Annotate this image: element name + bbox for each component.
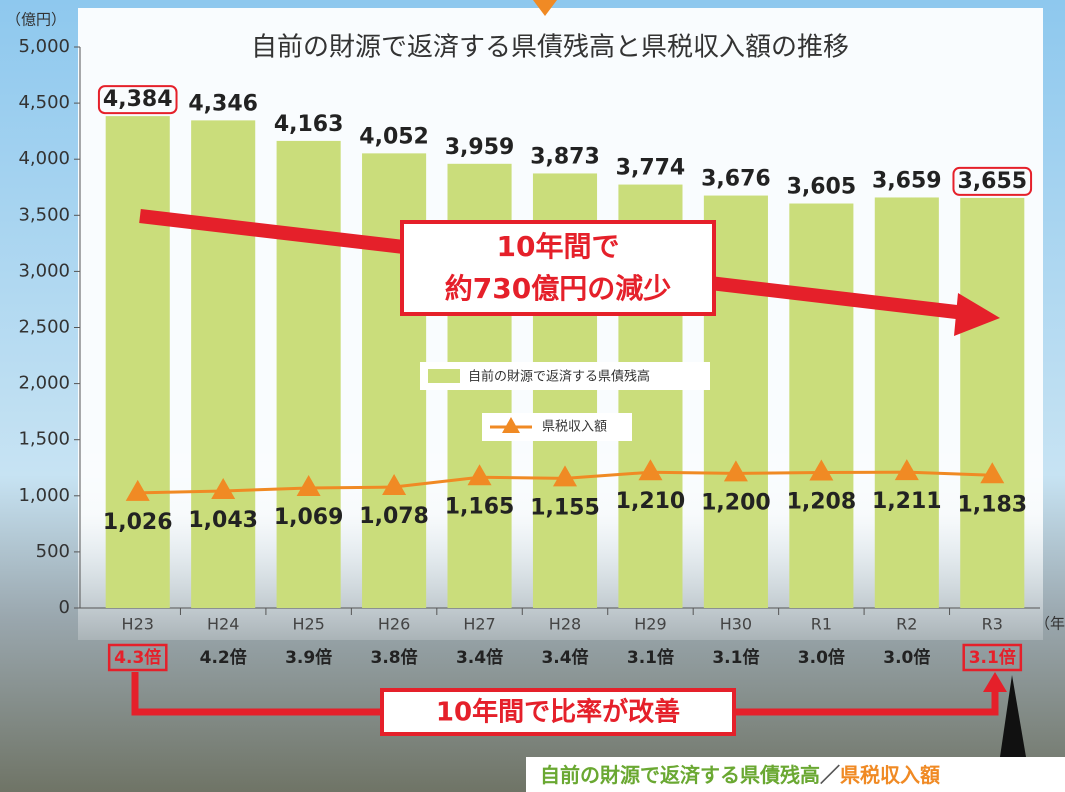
x-tick-label: H28 bbox=[549, 615, 581, 634]
bar bbox=[191, 120, 255, 608]
y-tick-label: 2,500 bbox=[18, 317, 70, 338]
annotation: 約730億円の減少 bbox=[445, 272, 671, 305]
y-tick-label: 0 bbox=[59, 597, 70, 618]
line-value-label: 1,026 bbox=[103, 510, 173, 535]
y-tick-label: 1,000 bbox=[18, 485, 70, 506]
ratio-label: 3.1倍 bbox=[969, 647, 1016, 668]
y-tick-label: 1,500 bbox=[18, 429, 70, 450]
line-value-label: 1,183 bbox=[957, 492, 1027, 517]
ratio-label: 4.3倍 bbox=[114, 647, 161, 668]
line-value-label: 1,210 bbox=[616, 489, 686, 514]
x-tick-label: R2 bbox=[896, 615, 917, 634]
bar-value-label: 3,774 bbox=[616, 156, 686, 181]
y-axis-unit: （億円） bbox=[6, 11, 66, 29]
y-tick-label: 500 bbox=[36, 541, 70, 562]
ratio-label: 4.2倍 bbox=[200, 647, 247, 668]
line-value-label: 1,155 bbox=[530, 495, 600, 520]
line-value-label: 1,069 bbox=[274, 505, 344, 530]
x-tick-label: H26 bbox=[378, 615, 410, 634]
x-axis-unit: （年度） bbox=[1035, 615, 1065, 633]
chart-title: 自前の財源で返済する県債残高と県税収入額の推移 bbox=[251, 33, 849, 63]
bar bbox=[960, 198, 1024, 608]
annotation: 10年間で比率が改善 bbox=[436, 697, 680, 728]
bar-value-label: 3,676 bbox=[701, 167, 771, 192]
bar bbox=[789, 204, 853, 608]
ratio-label: 3.9倍 bbox=[285, 647, 332, 668]
legend-swatch bbox=[428, 369, 460, 383]
bar-value-label: 3,655 bbox=[957, 169, 1027, 194]
x-tick-label: H29 bbox=[634, 615, 666, 634]
ratio-label: 3.4倍 bbox=[541, 647, 588, 668]
x-tick-label: H25 bbox=[292, 615, 324, 634]
line-value-label: 1,043 bbox=[188, 508, 258, 533]
line-value-label: 1,200 bbox=[701, 490, 771, 515]
y-tick-label: 5,000 bbox=[18, 36, 70, 57]
y-tick-label: 3,000 bbox=[18, 260, 70, 281]
bottom-label: 自前の財源で返済する県債残高／県税収入額 bbox=[540, 763, 940, 787]
bar-value-label: 4,346 bbox=[188, 91, 258, 116]
x-tick-label: H27 bbox=[463, 615, 495, 634]
bar-value-label: 4,384 bbox=[103, 87, 173, 112]
x-tick-label: H30 bbox=[720, 615, 752, 634]
bar bbox=[277, 141, 341, 608]
annotation: 10年間で bbox=[497, 230, 620, 263]
bar-value-label: 4,052 bbox=[359, 124, 429, 149]
y-tick-label: 3,500 bbox=[18, 204, 70, 225]
bottom-label-part: 自前の財源で返済する県債残高 bbox=[540, 763, 820, 787]
line-value-label: 1,208 bbox=[787, 489, 857, 514]
chart: 自前の財源で返済する県債残高と県税収入額の推移 （億円） （年度） 0 500 1,… bbox=[0, 0, 1065, 792]
bar-value-label: 3,873 bbox=[530, 144, 600, 169]
y-tick-label: 4,000 bbox=[18, 148, 70, 169]
y-tick-label: 4,500 bbox=[18, 92, 70, 113]
bottom-label-part: 県税収入額 bbox=[840, 763, 940, 787]
ratio-label: 3.0倍 bbox=[883, 647, 930, 668]
legend-label: 自前の財源で返済する県債残高 bbox=[468, 369, 650, 385]
x-tick-label: H23 bbox=[122, 615, 154, 634]
line-value-label: 1,211 bbox=[872, 489, 942, 514]
x-tick-label: H24 bbox=[207, 615, 239, 634]
line-value-label: 1,165 bbox=[445, 494, 515, 519]
bar bbox=[875, 197, 939, 608]
x-tick-label: R1 bbox=[811, 615, 832, 634]
ratio-label: 3.1倍 bbox=[627, 647, 674, 668]
ratio-label: 3.0倍 bbox=[798, 647, 845, 668]
ratio-label: 3.4倍 bbox=[456, 647, 503, 668]
bar-value-label: 3,659 bbox=[872, 168, 942, 193]
ratio-label: 3.1倍 bbox=[712, 647, 759, 668]
ratio-label: 3.8倍 bbox=[371, 647, 418, 668]
legend-label: 県税収入額 bbox=[542, 420, 607, 435]
bar-value-label: 4,163 bbox=[274, 112, 344, 137]
y-tick-label: 2,000 bbox=[18, 373, 70, 394]
bar-value-label: 3,959 bbox=[445, 135, 515, 160]
line-value-label: 1,078 bbox=[359, 504, 429, 529]
x-tick-label: R3 bbox=[982, 615, 1003, 634]
bar-value-label: 3,605 bbox=[787, 175, 857, 200]
bottom-label-part: ／ bbox=[820, 763, 840, 787]
